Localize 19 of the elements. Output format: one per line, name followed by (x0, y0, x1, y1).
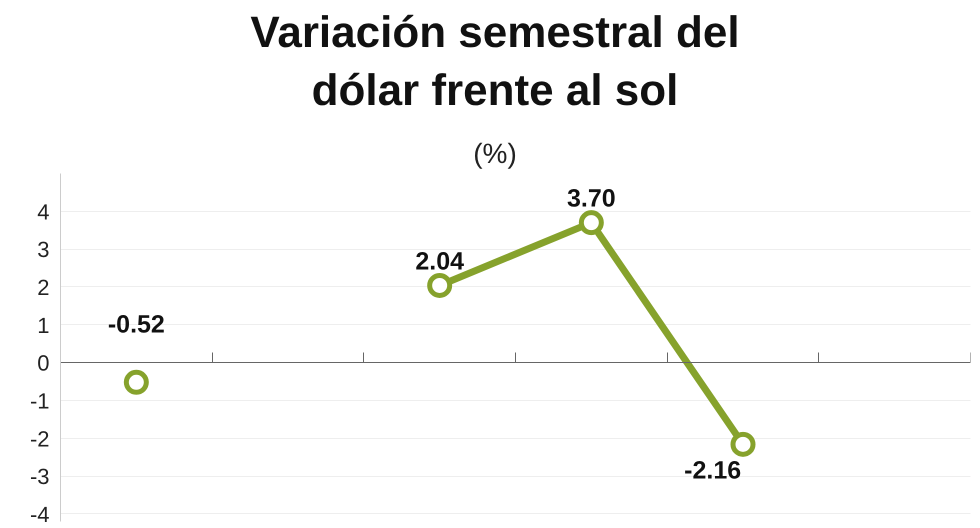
y-tick-label: 2 (37, 274, 50, 300)
chart-title: Variación semestral del dólar frente al sol (249, 7, 741, 117)
point (427, 272, 452, 298)
chart-subtitle: (%) (473, 137, 517, 171)
y-tick-label: 4 (37, 199, 50, 224)
y-tick-label: -2 (30, 426, 50, 452)
data-label: -2.16 (684, 456, 742, 484)
y-tick-label: -1 (30, 388, 50, 414)
data-label: 2.04 (415, 247, 464, 276)
y-tick-label: -3 (30, 464, 50, 490)
y-tick-label: -4 (30, 502, 50, 527)
point (124, 370, 149, 395)
data-label: 3.70 (567, 184, 616, 213)
point (578, 210, 604, 236)
point (730, 432, 756, 457)
y-tick-label: 0 (37, 350, 50, 376)
y-tick-label: 3 (37, 237, 50, 262)
y-tick-label: 1 (37, 312, 50, 338)
data-label: -0.52 (108, 310, 165, 338)
